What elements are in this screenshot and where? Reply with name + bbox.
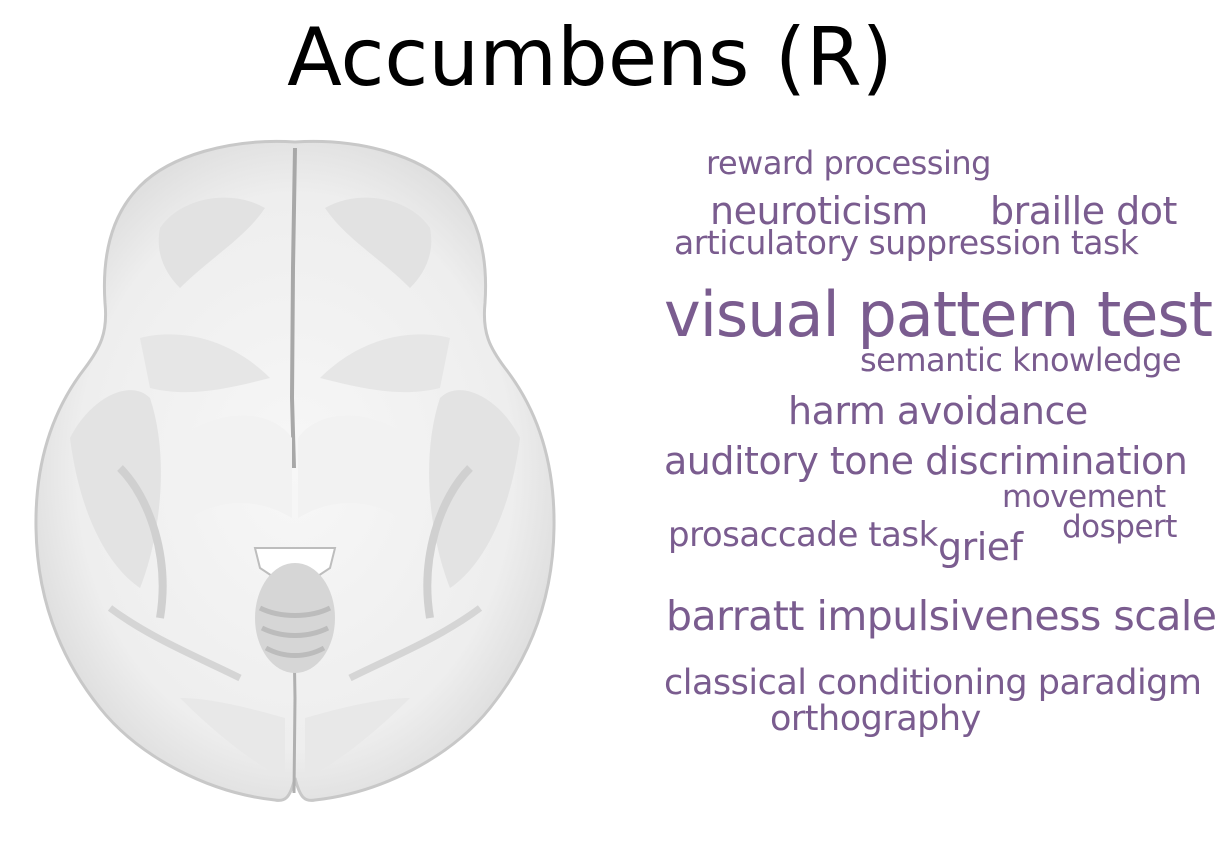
word-articulatory-suppression-task: articulatory suppression task (674, 223, 1139, 262)
word-dospert: dospert (1062, 509, 1177, 545)
brain-axial-slice (30, 138, 560, 804)
word-reward-processing: reward processing (706, 144, 991, 182)
page-title: Accumbens (R) (287, 11, 893, 104)
word-visual-pattern-test: visual pattern test (664, 278, 1213, 351)
word-braille-dot: braille dot (990, 189, 1177, 233)
word-movement: movement (1002, 479, 1166, 515)
word-semantic-knowledge: semantic knowledge (860, 341, 1182, 379)
word-auditory-tone-discrimination: auditory tone discrimination (664, 439, 1188, 483)
word-harm-avoidance: harm avoidance (788, 389, 1088, 433)
word-neuroticism: neuroticism (710, 189, 928, 233)
word-grief: grief (938, 525, 1023, 569)
word-barratt-impulsiveness-scale: barratt impulsiveness scale (666, 592, 1215, 640)
word-classical-conditioning-paradigm: classical conditioning paradigm (664, 663, 1202, 703)
word-orthography: orthography (770, 699, 981, 739)
word-prosaccade-task: prosaccade task (668, 515, 938, 555)
